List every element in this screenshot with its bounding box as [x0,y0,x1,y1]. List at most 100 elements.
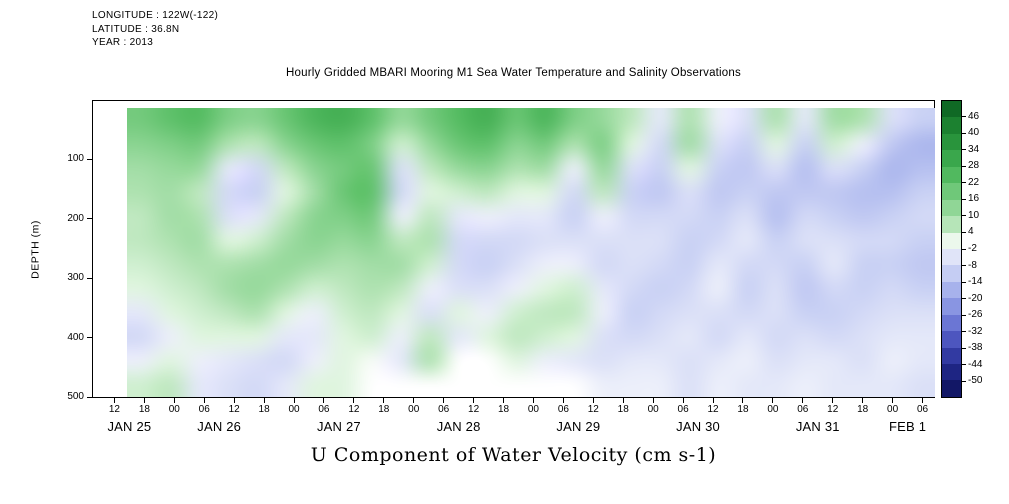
y-tick [87,337,92,339]
x-tick-label: 18 [737,404,749,415]
x-tick [353,398,355,403]
x-tick-label: 18 [258,404,270,415]
y-tick-label: 100 [67,153,84,165]
colorbar-tick-label: -32 [968,325,983,337]
x-tick [682,398,684,403]
x-tick-label: 12 [468,404,480,415]
colorbar-tick-label: 28 [968,160,980,172]
x-tick-label: 18 [497,404,510,415]
colorbar-tick [962,182,966,184]
colorbar-band [942,380,961,397]
colorbar [941,100,962,398]
colorbar-band [942,265,961,282]
x-tick [622,398,624,403]
colorbar-tick-label: -14 [968,276,983,288]
x-tick-label: 12 [827,404,839,415]
colorbar-band [942,331,961,348]
colorbar-band [942,166,961,184]
colorbar-tick-label: 10 [968,209,980,221]
colorbar-tick [962,298,966,300]
latitude-label: LATITUDE : 36.8N [92,23,180,35]
colorbar-tick-label: -38 [968,342,983,354]
x-tick-label: 06 [198,404,210,415]
x-tick [562,398,564,403]
x-date-label: JAN 29 [556,419,601,434]
x-tick-label: 06 [916,404,929,415]
colorbar-band [942,183,961,200]
x-date-label: JAN 26 [197,419,242,434]
y-tick [87,218,92,220]
colorbar-tick [962,314,966,316]
y-tick [87,277,92,279]
x-tick-label: 12 [707,404,719,415]
colorbar-band [942,101,961,118]
colorbar-tick [962,132,966,134]
colorbar-band [942,199,961,217]
colorbar-band [942,216,961,233]
x-tick [263,398,265,403]
y-tick-label: 200 [67,212,84,224]
colorbar-tick-label: 4 [968,226,974,238]
x-axis-title: U Component of Water Velocity (cm s-1) [310,444,717,466]
x-tick [173,398,175,403]
x-tick-label: 18 [617,404,629,415]
colorbar-tick-label: -26 [968,309,983,321]
x-tick-label: 06 [438,404,450,415]
colorbar-tick [962,149,966,151]
colorbar-tick [962,231,966,233]
colorbar-tick-label: 22 [968,176,980,188]
colorbar-tick [962,165,966,167]
colorbar-tick-label: -44 [968,358,983,370]
colorbar-tick [962,215,966,217]
y-tick [87,158,92,160]
colorbar-tick-label: -50 [968,375,983,387]
header-info: LONGITUDE : 122W(-122) LATITUDE : 36.8N … [92,9,218,50]
x-tick-label: 18 [378,404,390,415]
year-label: YEAR : 2013 [92,37,154,48]
x-tick [742,398,744,403]
colorbar-tick-label: -8 [968,259,977,271]
x-tick [233,398,235,403]
x-tick-label: 12 [587,404,599,415]
colorbar-tick [962,380,966,382]
y-axis-title: DEPTH (m) [29,220,42,279]
colorbar-band [942,364,961,381]
x-tick [832,398,834,403]
x-date-label: JAN 30 [676,419,720,434]
colorbar-tick [962,281,966,283]
colorbar-band [942,248,961,266]
x-tick-label: 12 [108,404,120,415]
colorbar-band [942,117,961,134]
x-tick [143,398,145,403]
x-tick [652,398,654,403]
colorbar-tick-label: 34 [968,143,980,155]
colorbar-tick-label: 40 [968,127,980,139]
y-tick-label: 400 [67,331,84,343]
x-tick-label: 06 [797,404,809,415]
colorbar-band [942,298,961,315]
x-tick [772,398,774,403]
colorbar-band [942,347,961,364]
x-tick [712,398,714,403]
x-tick-label: 00 [647,404,659,415]
x-tick-label: 06 [318,404,330,415]
x-tick-label: 00 [288,404,300,415]
x-date-label: JAN 28 [436,419,481,434]
x-tick-label: 06 [557,404,569,415]
colorbar-band [942,133,961,151]
x-tick-label: 18 [138,404,150,415]
x-tick [473,398,475,403]
colorbar-tick [962,347,966,349]
colorbar-tick [962,265,966,267]
x-date-label: FEB 1 [889,419,927,434]
colorbar-band [942,281,961,299]
x-tick [203,398,205,403]
x-tick-label: 12 [228,404,240,415]
x-tick [503,398,505,403]
colorbar-band [942,314,961,332]
x-tick-label: 00 [887,404,899,415]
heatmap-canvas [127,108,935,397]
x-date-label: JAN 27 [316,419,361,434]
chart-title: Hourly Gridded MBARI Mooring M1 Sea Wate… [286,67,741,79]
